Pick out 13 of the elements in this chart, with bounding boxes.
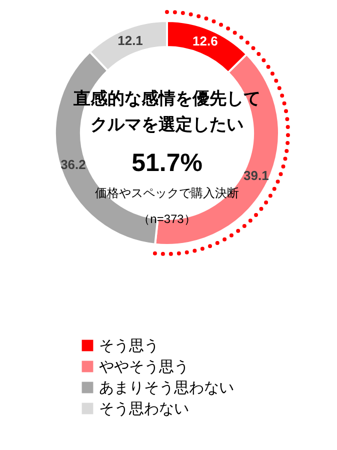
legend-label: そう思う [99, 338, 159, 354]
data-label: 12.6 [192, 34, 218, 49]
text: 51.7% [132, 149, 202, 177]
text: 価格やスペックで購入決断 [95, 186, 239, 200]
legend-label: ややそう思う [99, 358, 189, 376]
data-label: 39.1 [244, 168, 269, 183]
data-label: 12.1 [118, 33, 143, 48]
text: （n=373） [138, 212, 196, 226]
text: 直感的な感情を優先して [72, 89, 260, 108]
legend-label: あまりそう思わない [99, 380, 234, 396]
text: クルマを選定したい [90, 115, 244, 134]
data-label: 36.2 [60, 156, 86, 172]
legend-label: そう思わない [99, 400, 189, 418]
